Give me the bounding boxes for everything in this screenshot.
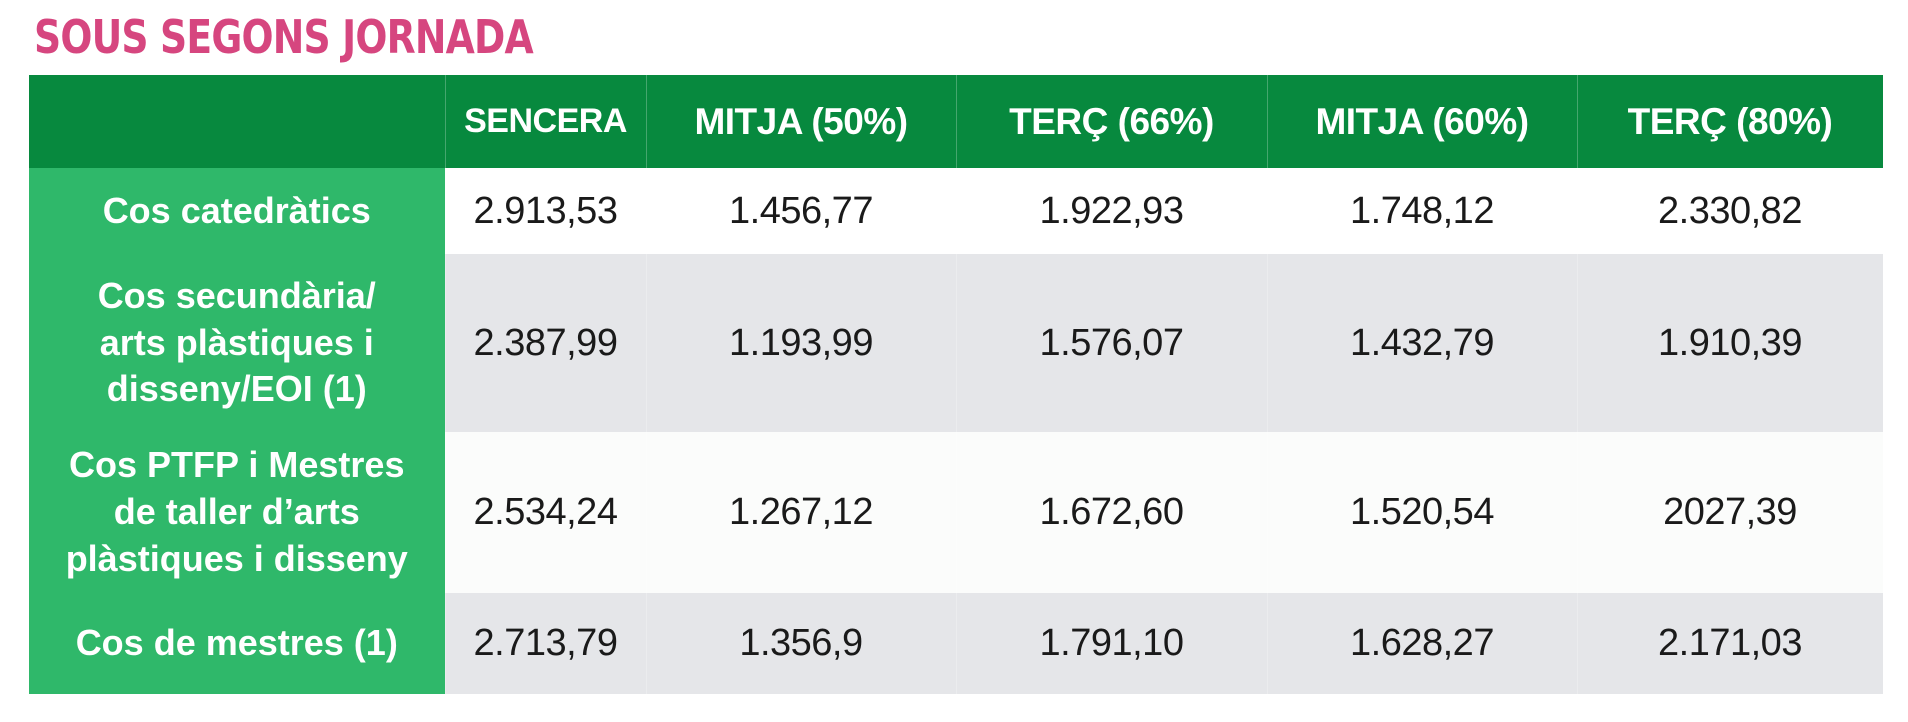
row-label-line: plàstiques i disseny: [65, 537, 408, 579]
table-cell: 2.387,99: [445, 254, 647, 432]
table-cell: 1.922,93: [956, 168, 1268, 254]
table-cell: 1.910,39: [1577, 254, 1884, 432]
row-label-line: de taller d’arts: [113, 491, 360, 533]
table-row: Cos secundària/ arts plàstiques i dissen…: [29, 254, 1884, 432]
table-cell: 1.456,77: [646, 168, 957, 254]
row-label: Cos catedràtics: [29, 168, 446, 254]
row-label: Cos PTFP i Mestres de taller d’arts plàs…: [29, 432, 446, 593]
table-cell: 1.193,99: [646, 254, 957, 432]
table-cell: 2.713,79: [445, 593, 647, 694]
table-cell: 1.432,79: [1267, 254, 1578, 432]
row-label-line: Cos PTFP i Mestres: [69, 444, 405, 486]
table-cell: 2.171,03: [1577, 593, 1884, 694]
table-row: Cos PTFP i Mestres de taller d’arts plàs…: [29, 432, 1884, 593]
header-cell-mitja-50: MITJA (50%): [646, 75, 957, 168]
table-cell: 1.748,12: [1267, 168, 1578, 254]
table-row: Cos de mestres (1) 2.713,79 1.356,9 1.79…: [29, 593, 1884, 694]
header-cell-terc-66: TERÇ (66%): [956, 75, 1268, 168]
header-cell-sencera: SENCERA: [445, 75, 647, 168]
table-cell: 2.330,82: [1577, 168, 1884, 254]
header-cell-terc-80: TERÇ (80%): [1577, 75, 1884, 168]
table-cell: 1.672,60: [956, 432, 1268, 593]
table-cell: 2.913,53: [445, 168, 647, 254]
table-cell: 1.576,07: [956, 254, 1268, 432]
table-cell: 1.267,12: [646, 432, 957, 593]
header-row: SENCERA MITJA (50%) TERÇ (66%) MITJA (60…: [29, 75, 1884, 168]
row-label-line: arts plàstiques i: [99, 321, 374, 363]
table-row: Cos catedràtics 2.913,53 1.456,77 1.922,…: [29, 168, 1884, 254]
row-label-line: disseny/EOI (1): [106, 368, 367, 410]
table-cell: 2.534,24: [445, 432, 647, 593]
row-label-line: Cos secundària/: [97, 274, 376, 316]
page-title: SOUS SEGONS JORNADA: [34, 10, 534, 64]
table-cell: 1.628,27: [1267, 593, 1578, 694]
header-cell-empty: [29, 75, 446, 168]
table-cell: 2027,39: [1577, 432, 1884, 593]
header-cell-mitja-60: MITJA (60%): [1267, 75, 1578, 168]
table-cell: 1.356,9: [646, 593, 957, 694]
table-cell: 1.520,54: [1267, 432, 1578, 593]
table-cell: 1.791,10: [956, 593, 1268, 694]
row-label: Cos secundària/ arts plàstiques i dissen…: [29, 254, 446, 432]
row-label: Cos de mestres (1): [29, 593, 446, 694]
salary-table: SENCERA MITJA (50%) TERÇ (66%) MITJA (60…: [29, 75, 1884, 694]
